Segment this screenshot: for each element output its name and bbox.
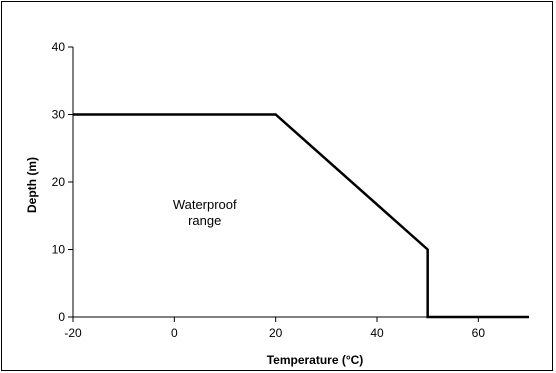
x-axis-title: Temperature (°C) (267, 353, 364, 367)
series-group (73, 113, 529, 319)
series-line (73, 113, 529, 319)
y-tick-label: 20 (52, 175, 66, 189)
x-tick-label: 0 (171, 326, 178, 340)
y-tick-label: 0 (58, 310, 65, 324)
x-tick-label: 40 (370, 326, 384, 340)
y-axis-title: Depth (m) (25, 157, 39, 213)
y-tick-label: 30 (52, 108, 66, 122)
plot-area: 0 10 20 30 40 -20 0 20 40 60 (52, 40, 529, 340)
annotation-text: Waterproof range (173, 197, 237, 228)
y-tick-label: 40 (52, 40, 66, 54)
x-tick-label: 20 (269, 326, 283, 340)
x-tick-label: 60 (472, 326, 486, 340)
x-ticks: -20 0 20 40 60 (64, 317, 485, 340)
y-ticks: 0 10 20 30 40 (52, 40, 73, 324)
y-tick-label: 10 (52, 243, 66, 257)
x-tick-label: -20 (64, 326, 82, 340)
annotations: Waterproof range (173, 197, 237, 228)
